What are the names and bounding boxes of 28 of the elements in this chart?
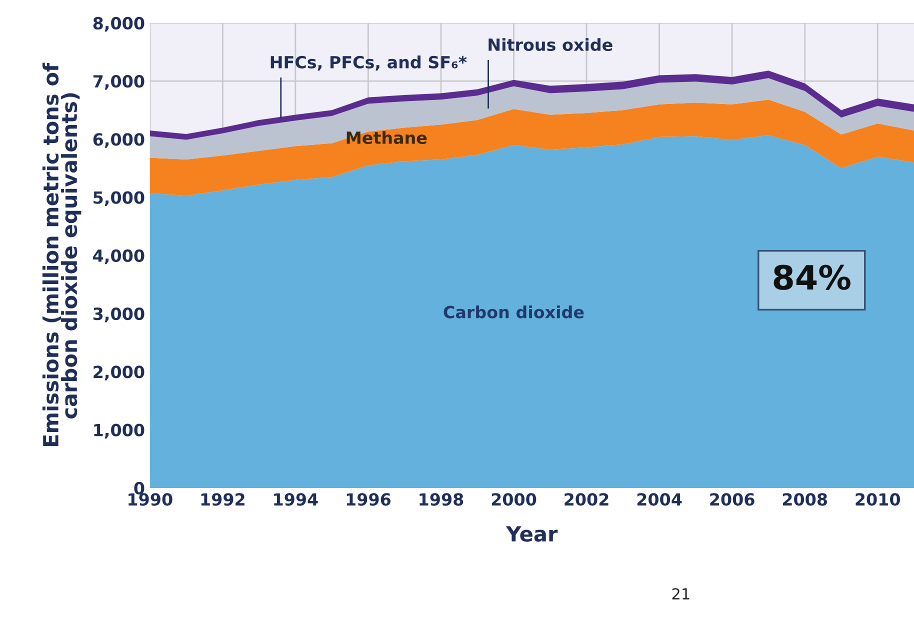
text: 21 (672, 588, 690, 600)
y-tick-label: 2,000 (94, 366, 144, 380)
y-tick-label: 0 (134, 482, 144, 495)
x-tick-label: 1998 (420, 493, 464, 506)
series-label: Methane (346, 131, 427, 144)
y-tick-label: 8,000 (93, 16, 144, 32)
x-tick-label: 1992 (201, 493, 244, 506)
series-label: Carbon dioxide (444, 306, 584, 318)
x-tick-label: 2008 (782, 493, 827, 506)
y-tick-label: 3,000 (93, 308, 144, 322)
y-tick-label: 6,000 (93, 133, 144, 148)
y-tick-label: 7,000 (93, 75, 144, 90)
x-tick-label: 2000 (492, 493, 536, 506)
y-tick-label: 5,000 (94, 191, 144, 206)
x-tick-label: 2010 (856, 493, 900, 506)
x-tick-label: 2006 (710, 493, 754, 506)
x-tick-label: 2004 (637, 493, 682, 506)
x-tick-label: 1990 (128, 493, 172, 506)
x-axis-title: Year (506, 526, 558, 542)
y-tick-label: 1,000 (94, 424, 144, 439)
x-tick-label: 1996 (346, 493, 391, 506)
x-tick-label: 2002 (564, 493, 608, 506)
x-tick-label: 1994 (274, 493, 318, 506)
y-tick-label: 4,000 (93, 249, 144, 264)
annotation: 84% (774, 264, 850, 290)
series-label: HFCs, PFCs, and SF₆* (270, 56, 467, 71)
text: Nitrous oxide (488, 38, 612, 52)
y-axis-title: Emissions (million metric tons of carbon dioxide equivalents) (42, 62, 82, 446)
